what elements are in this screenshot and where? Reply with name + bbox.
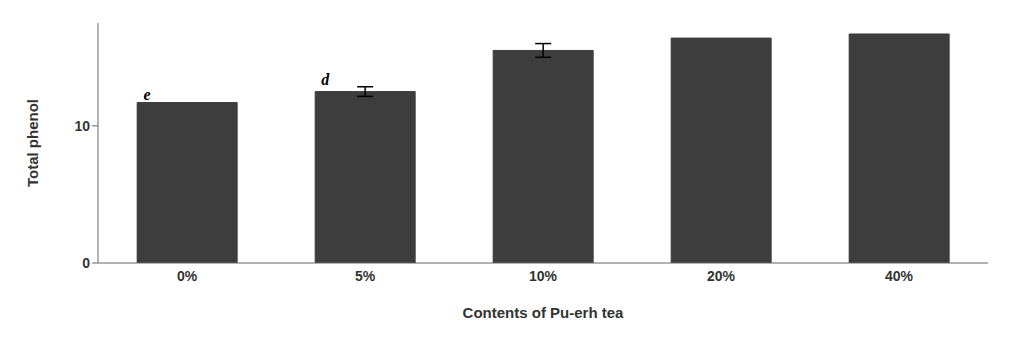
svg-text:Total phenol: Total phenol: [24, 99, 41, 187]
svg-text:10: 10: [74, 118, 90, 134]
svg-text:d: d: [321, 71, 330, 88]
svg-text:e: e: [144, 86, 151, 103]
svg-text:Contents of Pu-erh tea: Contents of Pu-erh tea: [463, 304, 624, 321]
svg-text:40%: 40%: [885, 268, 914, 284]
svg-text:20%: 20%: [707, 268, 736, 284]
svg-text:0: 0: [82, 255, 90, 271]
svg-text:10%: 10%: [529, 268, 558, 284]
svg-text:0%: 0%: [177, 268, 198, 284]
svg-text:5%: 5%: [355, 268, 376, 284]
